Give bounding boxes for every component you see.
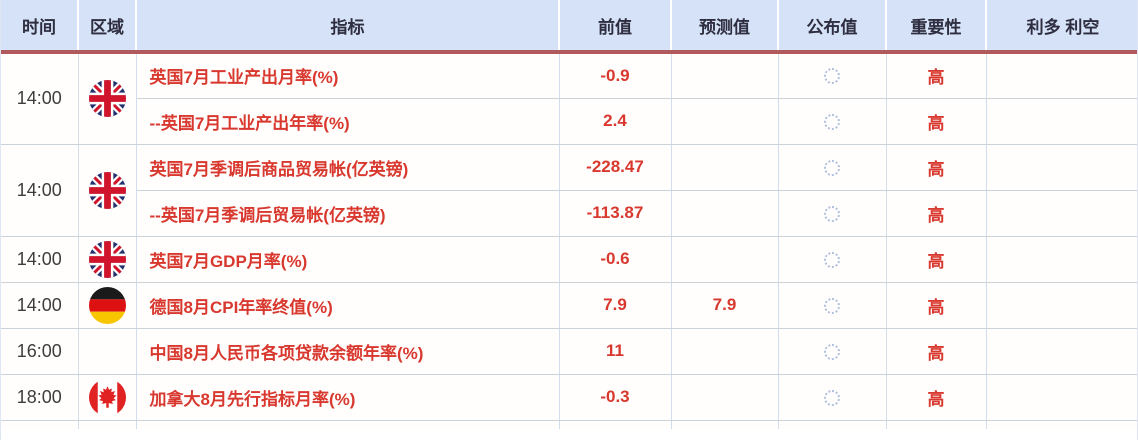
bias-cell [986, 236, 1137, 283]
previous-value: -0.9 [559, 52, 672, 99]
published-value [778, 190, 887, 237]
importance-badge: 高 [886, 190, 987, 237]
published-value [778, 328, 887, 375]
region-cell [78, 374, 137, 421]
indicator-label: 英国7月工业产出月率(%) [136, 52, 560, 99]
published-value [778, 236, 887, 283]
loading-spinner-icon [824, 113, 840, 130]
bias-cell [986, 144, 1137, 191]
flag-canada-icon [88, 378, 126, 416]
previous-value: 7.9 [559, 282, 672, 329]
bias-cell [986, 374, 1137, 421]
table-row: 14:00 英国7月季调后商品贸易帐(亿英镑) -228.47 高 [1, 144, 1137, 237]
previous-value: 2.4 [559, 98, 672, 145]
published-value [778, 98, 887, 145]
importance-badge: 高 [886, 98, 987, 145]
region-cell [78, 236, 137, 283]
forecast-value [671, 52, 779, 99]
bias-cell [986, 190, 1137, 237]
importance-badge: 高 [886, 282, 987, 329]
previous-value: -228.47 [559, 144, 672, 191]
time-cell: 14:00 [1, 144, 79, 237]
table-row: 14:00 英国7月工业产出月率(%) -0.9 高 [1, 52, 1137, 145]
loading-spinner-icon [824, 343, 840, 360]
col-header-bias: 利多 利空 [986, 0, 1137, 54]
published-value [778, 52, 887, 99]
col-header-forecast: 预测值 [671, 0, 779, 54]
region-cell [78, 52, 137, 145]
time-cell: 14:00 [1, 236, 79, 283]
flag-uk-icon [88, 240, 126, 278]
col-header-time: 时间 [1, 0, 79, 54]
col-header-published: 公布值 [778, 0, 887, 54]
loading-spinner-icon [824, 389, 840, 406]
bias-cell [986, 328, 1137, 375]
forecast-value [671, 144, 779, 191]
indicator-label: 英国7月季调后商品贸易帐(亿英镑) [136, 144, 560, 191]
header-row: 时间 区域 指标 前值 预测值 公布值 重要性 利多 利空 [1, 0, 1137, 54]
flag-germany-icon [88, 286, 126, 324]
time-cell: 18:00 [1, 374, 79, 421]
bias-cell [986, 282, 1137, 329]
importance-badge: 高 [886, 328, 987, 375]
loading-spinner-icon [824, 251, 840, 268]
indicator-label: 德国8月CPI年率终值(%) [136, 282, 560, 329]
forecast-value [671, 190, 779, 237]
table-row: 18:00 加拿大8月先行指标月率(%) -0.3 高 [1, 374, 1137, 421]
indicator-label: 加拿大8月先行指标月率(%) [136, 374, 560, 421]
table-row: 16:00 中国8月人民币各项贷款余额年率(%) 11 高 [1, 328, 1137, 375]
forecast-value [671, 374, 779, 421]
time-cell: 14:00 [1, 282, 79, 329]
previous-value: -0.3 [559, 374, 672, 421]
indicator-label: 中国8月人民币各项贷款余额年率(%) [136, 328, 560, 375]
published-value [778, 374, 887, 421]
loading-spinner-icon [824, 68, 840, 85]
published-value [778, 282, 887, 329]
table-row-partial [1, 420, 1137, 429]
forecast-value [671, 98, 779, 145]
indicator-label: --英国7月工业产出年率(%) [136, 98, 560, 145]
table-row: 14:00 英国7月GDP月率(%) -0.6 高 [1, 236, 1137, 283]
forecast-value [671, 328, 779, 375]
previous-value: 11 [559, 328, 672, 375]
indicator-label: 英国7月GDP月率(%) [136, 236, 560, 283]
table-row: --英国7月工业产出年率(%) 2.4 高 [1, 98, 1137, 145]
table-row: 14:00 德国8月CPI年率终值(%) 7.9 7.9 高 [1, 282, 1137, 329]
region-cell [78, 328, 137, 375]
forecast-value: 7.9 [671, 282, 779, 329]
published-value [778, 144, 887, 191]
previous-value: -0.6 [559, 236, 672, 283]
bias-cell [986, 52, 1137, 99]
previous-value: -113.87 [559, 190, 672, 237]
flag-uk-icon [88, 171, 126, 209]
importance-badge: 高 [886, 52, 987, 99]
col-header-previous: 前值 [559, 0, 672, 54]
indicator-label: --英国7月季调后贸易帐(亿英镑) [136, 190, 560, 237]
forecast-value [671, 236, 779, 283]
loading-spinner-icon [824, 159, 840, 176]
table-row: --英国7月季调后贸易帐(亿英镑) -113.87 高 [1, 190, 1137, 237]
col-header-indicator: 指标 [136, 0, 560, 54]
importance-badge: 高 [886, 236, 987, 283]
importance-badge: 高 [886, 144, 987, 191]
time-cell: 16:00 [1, 328, 79, 375]
region-cell [78, 144, 137, 237]
region-cell [78, 282, 137, 329]
bias-cell [986, 98, 1137, 145]
time-cell: 14:00 [1, 52, 79, 145]
flag-uk-icon [88, 80, 126, 118]
importance-badge: 高 [886, 374, 987, 421]
loading-spinner-icon [824, 205, 840, 222]
col-header-importance: 重要性 [886, 0, 987, 54]
col-header-region: 区域 [78, 0, 137, 54]
loading-spinner-icon [824, 297, 840, 314]
